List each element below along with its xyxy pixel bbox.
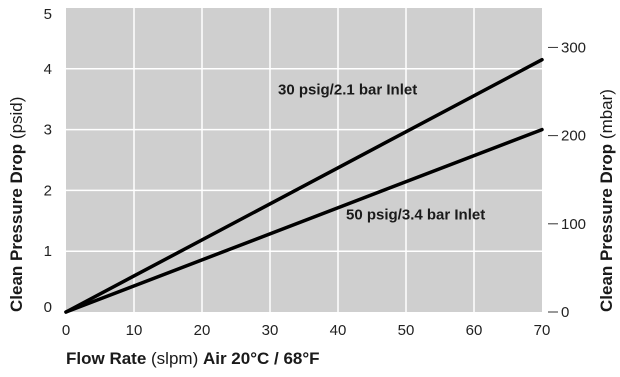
y-axis-title-right-unit: (mbar) — [597, 89, 616, 144]
x-tick-label: 50 — [398, 322, 415, 339]
y-tick-label: 3 — [44, 122, 52, 139]
y-tick-label: 5 — [44, 6, 52, 23]
y-tick-label: 2 — [44, 182, 52, 199]
y-axis-title-right: Clean Pressure Drop (mbar) — [597, 89, 616, 312]
y-axis-title-right-bold: Clean Pressure Drop — [597, 144, 616, 312]
plot-area — [66, 8, 542, 312]
grid-lines — [66, 8, 542, 312]
series-labels: 30 psig/2.1 bar Inlet 50 psig/3.4 bar Inl… — [278, 81, 485, 223]
y-tick-label: 0 — [44, 299, 52, 316]
x-axis-title: Flow Rate (slpm) Air 20°C / 68°F — [66, 349, 320, 368]
y2-tick-label: 300 — [561, 39, 586, 56]
x-tick-label: 40 — [330, 322, 347, 339]
x-tick-label: 0 — [62, 322, 70, 339]
series-line-2 — [64, 127, 544, 314]
series-label-2: 50 psig/3.4 bar Inlet — [346, 207, 485, 224]
x-tick-label: 30 — [262, 322, 279, 339]
x-tick-label: 70 — [534, 322, 551, 339]
x-tick-label: 10 — [126, 322, 143, 339]
x-tick-label: 20 — [194, 322, 211, 339]
y2-tick-label: 200 — [561, 128, 586, 145]
series-lines — [64, 57, 544, 314]
y-tick-label: 1 — [44, 243, 52, 260]
x-axis-title-bold: Flow Rate — [66, 349, 146, 368]
x-axis-title-conditions: Air 20°C / 68°F — [203, 349, 320, 368]
y-axis-title-left-bold: Clean Pressure Drop — [7, 144, 26, 312]
x-tick-label: 60 — [466, 322, 483, 339]
y2-tick-label: 0 — [561, 304, 569, 321]
y-axis-title-left: Clean Pressure Drop (psid) — [7, 97, 26, 312]
x-axis-title-unit: (slpm) — [146, 349, 203, 368]
series-label-1: 30 psig/2.1 bar Inlet — [278, 81, 417, 98]
y-axis-title-left-unit: (psid) — [7, 97, 26, 144]
y2-tick-label: 100 — [561, 216, 586, 233]
y-tick-label: 4 — [44, 61, 52, 78]
series-line-1 — [64, 57, 544, 314]
